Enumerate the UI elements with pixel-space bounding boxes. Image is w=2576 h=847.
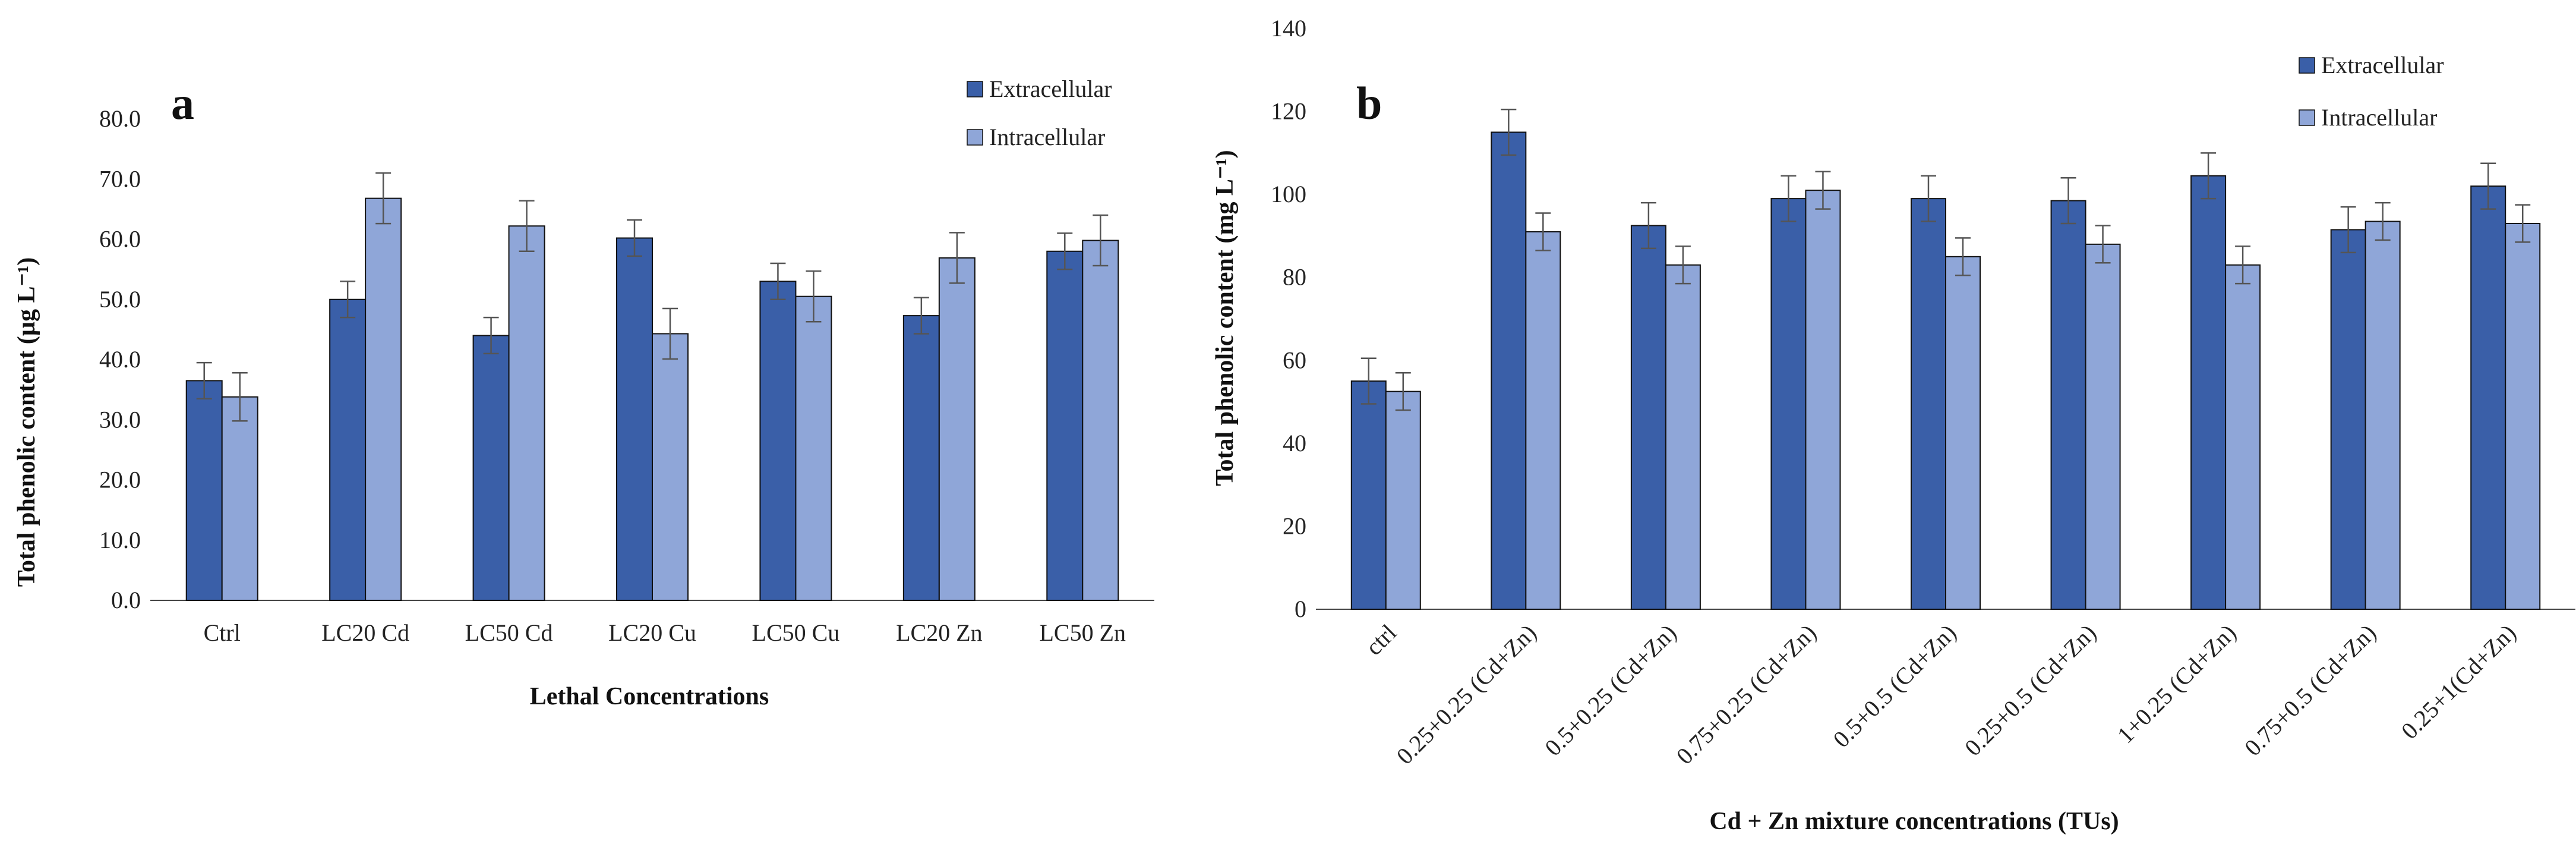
panel-a-bar-intracellular	[365, 197, 402, 601]
panel-b-x-axis-title: Cd + Zn mixture concentrations (TUs)	[1709, 808, 2119, 835]
panel-a-bar-intracellular	[795, 295, 832, 601]
panel-a-x-tick-label: LC20 Cu	[608, 619, 696, 646]
panel-a-bar-intracellular	[221, 396, 258, 602]
panel-b-x-tick-label: 0.75+0.5 (Cd+Zn)	[2239, 619, 2381, 761]
panel-a-bar-extracellular	[329, 298, 367, 601]
panel-a-y-tick-label: 30.0	[99, 406, 141, 433]
panel-b-y-tick-label: 40	[1283, 430, 1306, 456]
panel-b-bar-extracellular	[2470, 185, 2506, 610]
panel-b-x-tick-label: 0.5+0.5 (Cd+Zn)	[1828, 619, 1962, 753]
panel-a-plot-area: 0.0 10.0 20.0 30.0 40.0 50.0 60.0 70.0 80.0 Ctrl L…	[99, 105, 1154, 646]
panel-b-bar-extracellular	[1350, 380, 1387, 610]
panel-b-bar-intracellular	[1805, 190, 1841, 610]
panel-a-bar-intracellular	[1082, 240, 1119, 601]
panel-b-x-tick-label: 0.25+0.25 (Cd+Zn)	[1391, 619, 1542, 770]
panel-a-y-tick-label: 70.0	[99, 165, 141, 192]
panel-b-legend-label-extracellular: Extracellular	[2321, 52, 2444, 78]
panel-b-y-tick-label: 100	[1271, 181, 1306, 207]
panel-a-bar-extracellular	[1046, 250, 1084, 601]
panel-b-x-tick-label: 0.25+1(Cd+Zn)	[2396, 619, 2521, 745]
panel-a-bar-intracellular	[652, 333, 689, 602]
panel-b-bar-extracellular	[2330, 229, 2366, 610]
panel-b-x-tick-label: 0.25+0.5 (Cd+Zn)	[1959, 619, 2101, 761]
panel-a-bar-extracellular	[472, 335, 510, 601]
panel-a-legend-swatch-extracellular	[967, 81, 983, 97]
panel-a-bar-extracellular	[185, 380, 223, 601]
panel-b-bar-extracellular	[1911, 198, 1946, 610]
panel-b-bar-intracellular	[2225, 264, 2261, 610]
panel-a: a Lethal Concentrations Total phenolic c…	[13, 75, 1154, 710]
panel-a-bar-intracellular	[508, 225, 545, 602]
panel-b-bar-extracellular	[1630, 225, 1666, 610]
panel-b-legend-label-intracellular: Intracellular	[2321, 104, 2437, 131]
panel-a-legend: Extracellular Intracellular	[967, 75, 1112, 150]
panel-a-x-tick-label: LC50 Cd	[465, 619, 553, 646]
panel-a-x-axis-title: Lethal Concentrations	[530, 683, 769, 710]
panel-a-x-tick-label: LC20 Cd	[321, 619, 409, 646]
panel-b: b Cd + Zn mixture concentrations (TUs) T…	[1211, 15, 2575, 835]
panel-a-bar-extracellular	[902, 315, 940, 602]
panel-a-y-tick-label: 50.0	[99, 286, 141, 313]
panel-a-y-axis-title: Total phenolic content (µg L⁻¹)	[13, 257, 40, 587]
panel-b-x-tick-label: 1+0.25 (Cd+Zn)	[2112, 619, 2242, 749]
panel-a-x-tick-label: LC50 Cu	[752, 619, 840, 646]
panel-a-bar-intracellular	[938, 257, 976, 601]
panel-b-legend: Extracellular Intracellular	[2299, 52, 2444, 131]
panel-b-bar-intracellular	[1945, 256, 1981, 610]
panel-a-legend-label-extracellular: Extracellular	[989, 75, 1112, 102]
panel-b-bar-intracellular	[2365, 221, 2401, 610]
panel-a-x-tick-label: LC20 Zn	[896, 619, 983, 646]
panel-b-bar-extracellular	[1491, 131, 1527, 610]
panel-a-bar-extracellular	[616, 237, 653, 602]
panel-b-bar-intracellular	[1525, 231, 1561, 610]
panel-b-y-tick-label: 120	[1271, 98, 1306, 125]
panel-b-bar-intracellular	[2505, 222, 2541, 610]
panel-b-bar-extracellular	[2050, 200, 2086, 610]
panel-b-bar-intracellular	[1385, 391, 1421, 610]
panel-b-legend-swatch-extracellular	[2299, 57, 2315, 74]
panel-b-y-axis-title: Total phenolic content (mg L⁻¹)	[1211, 150, 1239, 486]
panel-b-x-tick-label: 0.5+0.25 (Cd+Zn)	[1539, 619, 1681, 761]
panel-a-y-tick-label: 0.0	[111, 587, 141, 613]
panel-b-label: b	[1356, 77, 1382, 129]
panel-b-legend-swatch-intracellular	[2299, 109, 2315, 126]
panel-a-legend-swatch-intracellular	[967, 129, 983, 146]
panel-a-legend-label-intracellular: Intracellular	[989, 124, 1105, 150]
panel-b-bar-intracellular	[1665, 264, 1701, 610]
panel-b-y-tick-label: 20	[1283, 512, 1306, 539]
panel-a-label: a	[171, 77, 194, 129]
panel-b-y-tick-label: 0	[1295, 596, 1306, 622]
panel-a-x-tick-label: LC50 Zn	[1040, 619, 1126, 646]
panel-b-x-tick-label: ctrl	[1360, 619, 1402, 661]
panel-b-y-tick-label: 60	[1283, 347, 1306, 373]
panel-a-y-tick-label: 40.0	[99, 346, 141, 373]
panel-a-y-tick-label: 80.0	[99, 105, 141, 132]
panel-a-y-tick-label: 60.0	[99, 226, 141, 253]
panel-b-x-tick-label: 0.75+0.25 (Cd+Zn)	[1671, 619, 1821, 770]
panel-a-bar-extracellular	[759, 281, 797, 601]
panel-b-bar-intracellular	[2085, 243, 2121, 610]
panel-a-y-tick-label: 20.0	[99, 467, 141, 493]
panel-b-bar-extracellular	[1770, 198, 1807, 610]
panel-a-x-tick-label: Ctrl	[204, 619, 241, 646]
panel-b-bar-extracellular	[2190, 175, 2227, 610]
panel-a-y-tick-label: 10.0	[99, 527, 141, 553]
panel-b-y-tick-label: 80	[1283, 264, 1306, 291]
panel-b-y-tick-label: 140	[1271, 15, 1306, 42]
